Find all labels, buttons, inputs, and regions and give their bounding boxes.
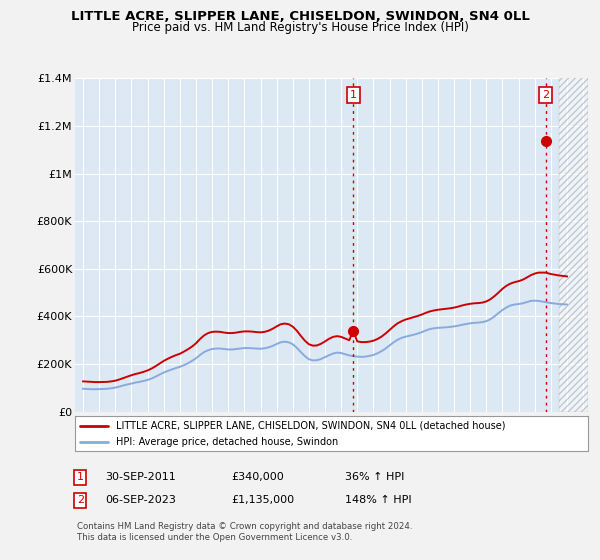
Text: £340,000: £340,000 — [231, 472, 284, 482]
Text: 2: 2 — [77, 495, 84, 505]
Text: This data is licensed under the Open Government Licence v3.0.: This data is licensed under the Open Gov… — [77, 533, 352, 542]
Text: HPI: Average price, detached house, Swindon: HPI: Average price, detached house, Swin… — [116, 437, 338, 447]
Text: Price paid vs. HM Land Registry's House Price Index (HPI): Price paid vs. HM Land Registry's House … — [131, 21, 469, 34]
Text: 36% ↑ HPI: 36% ↑ HPI — [345, 472, 404, 482]
Text: 06-SEP-2023: 06-SEP-2023 — [105, 495, 176, 505]
Text: 1: 1 — [77, 472, 84, 482]
Text: £1,135,000: £1,135,000 — [231, 495, 294, 505]
Text: 1: 1 — [350, 90, 357, 100]
Text: 30-SEP-2011: 30-SEP-2011 — [105, 472, 176, 482]
Text: Contains HM Land Registry data © Crown copyright and database right 2024.: Contains HM Land Registry data © Crown c… — [77, 522, 412, 531]
Text: LITTLE ACRE, SLIPPER LANE, CHISELDON, SWINDON, SN4 0LL (detached house): LITTLE ACRE, SLIPPER LANE, CHISELDON, SW… — [116, 421, 506, 431]
Text: LITTLE ACRE, SLIPPER LANE, CHISELDON, SWINDON, SN4 0LL: LITTLE ACRE, SLIPPER LANE, CHISELDON, SW… — [71, 10, 529, 23]
Text: 2: 2 — [542, 90, 549, 100]
Text: 148% ↑ HPI: 148% ↑ HPI — [345, 495, 412, 505]
